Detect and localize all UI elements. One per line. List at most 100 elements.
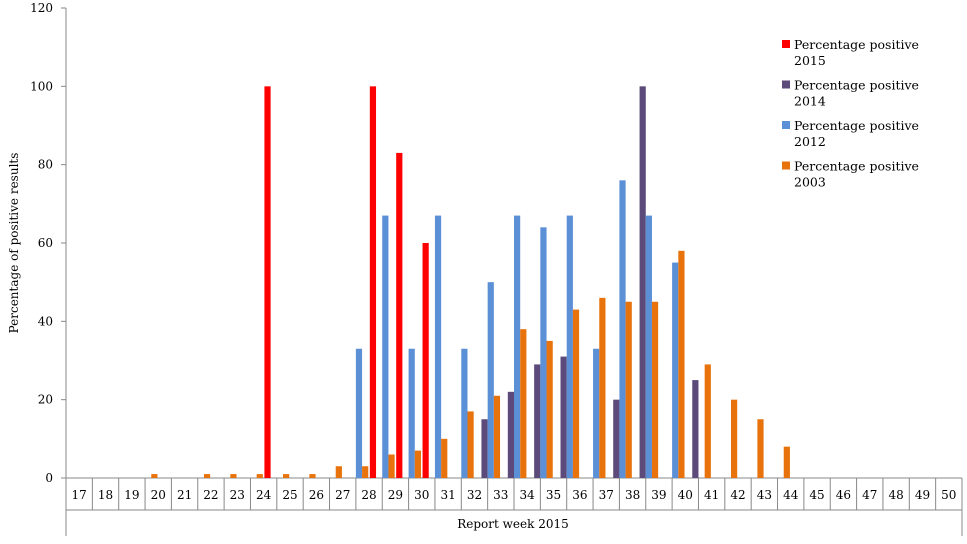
bar-2003-week-31 xyxy=(467,411,474,478)
x-tick-label: 29 xyxy=(388,488,403,502)
legend-swatch xyxy=(782,80,790,89)
x-tick-label: 31 xyxy=(440,488,455,502)
bar-2012-week-29 xyxy=(408,348,415,478)
x-tick-label: 45 xyxy=(809,488,824,502)
y-tick-label: 0 xyxy=(45,471,53,485)
y-tick-label: 100 xyxy=(30,79,53,93)
bar-2003-week-33 xyxy=(520,329,527,478)
legend-swatch xyxy=(782,161,790,170)
y-tick-label: 120 xyxy=(30,1,53,15)
legend-swatch xyxy=(782,121,790,129)
bar-2003-week-38 xyxy=(651,301,659,478)
bar-2003-week-34 xyxy=(546,340,553,478)
bar-2014-week-32 xyxy=(481,419,488,478)
x-tick-label: 43 xyxy=(757,488,772,502)
x-tick-label: 32 xyxy=(467,488,482,502)
x-tick-label: 38 xyxy=(625,488,640,502)
bar-2012-week-30 xyxy=(434,215,442,478)
bar-2003-week-26 xyxy=(335,466,342,478)
y-tick-labels: 0 20 40 60 80 100 120 xyxy=(30,1,66,485)
x-tick-label: 20 xyxy=(151,488,166,502)
bar-2014-week-33 xyxy=(507,391,514,478)
legend-label: Percentage positive xyxy=(794,118,919,133)
legend-label: 2003 xyxy=(794,175,826,190)
bar-2012-week-27 xyxy=(355,348,363,478)
bar-2012-week-33 xyxy=(514,215,521,478)
bar-2003-week-32 xyxy=(493,395,501,478)
bar-2012-week-31 xyxy=(461,348,468,478)
bar-2003-week-30 xyxy=(441,438,448,478)
x-tick-label: 37 xyxy=(599,488,614,502)
bar-2003-week-37 xyxy=(625,301,632,478)
bar-2014-week-40 xyxy=(692,380,699,478)
bar-2003-week-25 xyxy=(309,474,316,478)
bar-2012-week-32 xyxy=(487,282,494,478)
bar-2003-week-39 xyxy=(678,250,685,478)
x-tick-label: 44 xyxy=(783,488,799,502)
bar-2003-week-35 xyxy=(572,309,580,478)
x-tick-label: 50 xyxy=(941,488,956,502)
bar-2003-week-40 xyxy=(704,364,711,478)
legend-label: Percentage positive xyxy=(794,159,919,174)
bar-2012-week-35 xyxy=(566,215,573,478)
bar-2012-week-38 xyxy=(645,215,652,478)
y-tick-label: 20 xyxy=(38,393,53,407)
legend-label: 2014 xyxy=(794,94,826,109)
bar-2012-week-28 xyxy=(382,215,389,478)
x-tick-label: 28 xyxy=(361,488,376,502)
legend-label: 2012 xyxy=(794,134,826,149)
bar-2003-week-43 xyxy=(783,446,790,478)
bar-2014-week-34 xyxy=(534,364,541,478)
x-tick-label: 18 xyxy=(98,488,113,502)
y-tick-label: 40 xyxy=(38,314,53,328)
bar-2003-week-42 xyxy=(757,419,764,478)
x-tick-label: 34 xyxy=(520,488,536,502)
x-tick-label: 42 xyxy=(730,488,745,502)
y-tick-label: 60 xyxy=(38,236,53,250)
bar-2012-week-39 xyxy=(672,262,679,478)
bar-2003-week-19 xyxy=(151,474,158,478)
bar-2015-week-28 xyxy=(369,86,377,478)
x-tick-label: 19 xyxy=(124,488,139,502)
x-tick-labels: 17 18 19 20 21 22 23 24 25 26 27 28 29 30 31 32 33 34 35 36… xyxy=(72,488,957,502)
x-tick-label: 26 xyxy=(309,488,324,502)
bar-2014-week-37 xyxy=(613,399,620,478)
x-tick-label: 30 xyxy=(414,488,429,502)
bar-2003-week-21 xyxy=(203,474,211,478)
x-tick-label: 23 xyxy=(230,488,245,502)
chart-axes xyxy=(65,8,963,536)
bar-2012-week-36 xyxy=(593,348,600,478)
x-tick-label: 21 xyxy=(177,488,192,502)
x-tick-label: 17 xyxy=(72,488,87,502)
legend-label: 2015 xyxy=(794,53,826,68)
y-axis-title: Percentage of positive results xyxy=(7,153,21,334)
bar-2003-week-23 xyxy=(256,474,263,478)
legend-label: Percentage positive xyxy=(794,78,919,93)
x-tick-label: 36 xyxy=(572,488,587,502)
x-tick-label: 27 xyxy=(335,488,350,502)
y-tick-label: 80 xyxy=(38,158,53,172)
chart-bars xyxy=(151,86,790,479)
chart-legend: Percentage positive 2015 Percentage positi… xyxy=(782,37,919,190)
x-tick-label: 39 xyxy=(651,488,666,502)
bar-2003-week-41 xyxy=(731,399,738,478)
bar-2003-week-22 xyxy=(230,474,237,478)
bar-2003-week-36 xyxy=(599,297,606,478)
bar-2015-week-29 xyxy=(396,152,403,479)
bar-2003-week-24 xyxy=(283,474,290,478)
x-tick-label: 33 xyxy=(493,488,508,502)
x-tick-label: 48 xyxy=(888,488,903,502)
bar-2012-week-37 xyxy=(619,180,626,478)
x-tick-label: 47 xyxy=(862,488,877,502)
bar-2012-week-34 xyxy=(540,227,547,478)
bar-2015-week-30 xyxy=(422,243,429,478)
x-tick-label: 35 xyxy=(546,488,561,502)
x-tick-label: 41 xyxy=(704,488,719,502)
x-tick-label: 25 xyxy=(282,488,297,502)
bar-2003-week-27 xyxy=(362,466,369,478)
x-axis-title: Report week 2015 xyxy=(457,517,569,531)
bar-2003-week-28 xyxy=(388,454,395,478)
bar-2003-week-29 xyxy=(414,450,421,478)
x-tick-label: 46 xyxy=(836,488,851,502)
